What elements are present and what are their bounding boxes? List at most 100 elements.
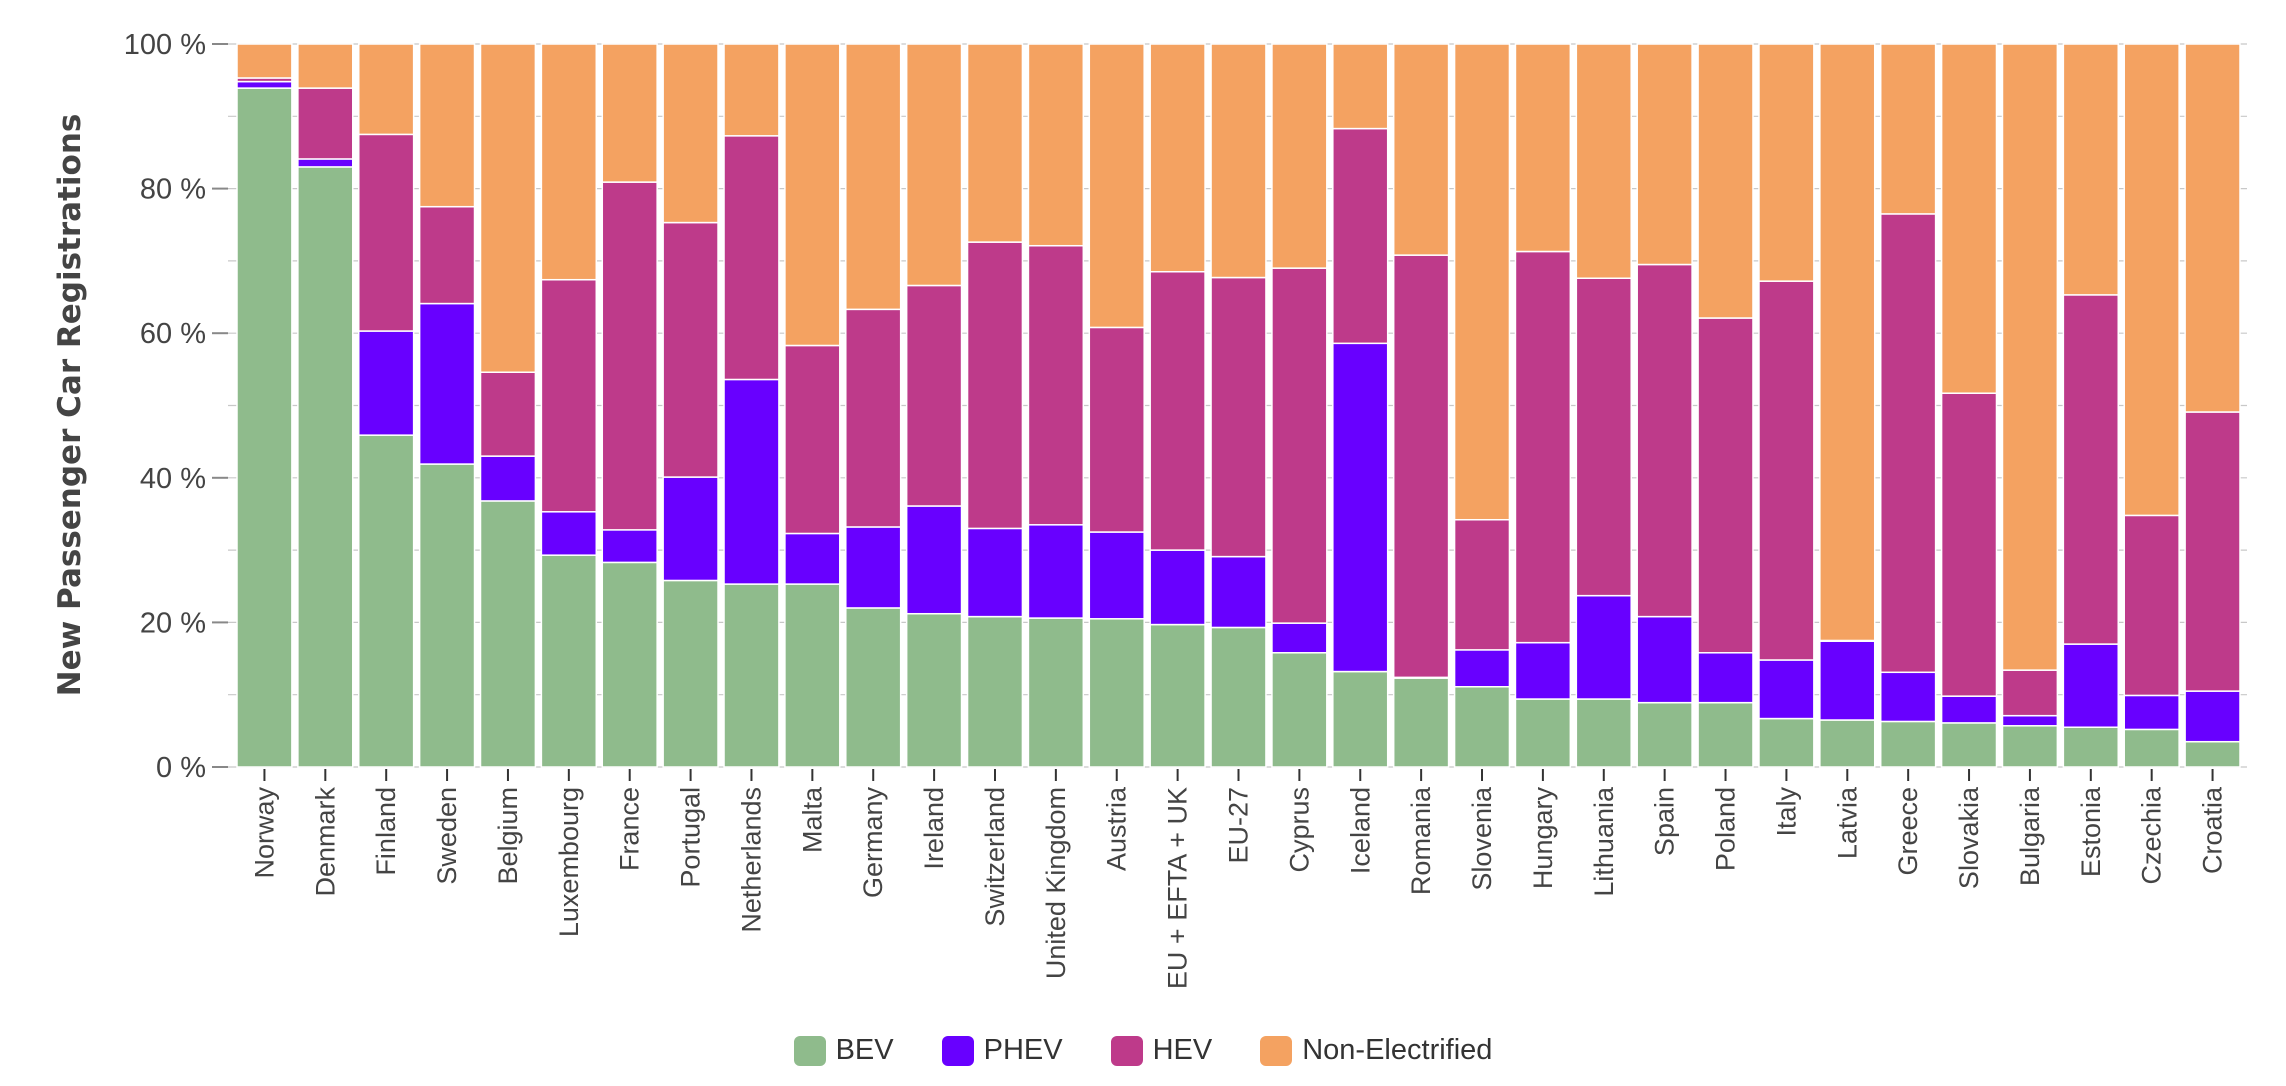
bar-segment-hev[interactable] [540, 278, 598, 513]
bar-segment-hev[interactable] [723, 135, 780, 381]
bar-segment-bev[interactable] [1697, 701, 1754, 768]
bar-segment-phev[interactable] [845, 526, 902, 609]
bar-segment-hev[interactable] [1332, 127, 1389, 345]
bar-segment-bev[interactable] [1392, 677, 1450, 768]
bar-segment-bev[interactable] [784, 583, 841, 768]
legend-item-non-electrified[interactable]: Non-Electrified [1260, 1034, 1492, 1067]
bar-segment-non-electrified[interactable] [1332, 43, 1389, 130]
bar-segment-hev[interactable] [966, 241, 1024, 530]
bar-segment-bev[interactable] [236, 87, 293, 768]
bar-segment-phev[interactable] [418, 302, 476, 465]
bar-segment-phev[interactable] [1271, 622, 1328, 654]
bar-segment-bev[interactable] [479, 500, 537, 768]
bar-segment-hev[interactable] [1392, 254, 1450, 679]
bar-segment-hev[interactable] [1271, 267, 1328, 624]
bar-segment-phev[interactable] [1149, 549, 1206, 626]
bar-segment-non-electrified[interactable] [1636, 43, 1693, 266]
bar-segment-hev[interactable] [297, 87, 354, 160]
bar-segment-phev[interactable] [358, 330, 415, 436]
bar-segment-non-electrified[interactable] [601, 43, 658, 183]
bar-segment-phev[interactable] [1940, 695, 1998, 724]
bar-segment-phev[interactable] [479, 455, 537, 502]
bar-segment-phev[interactable] [662, 476, 719, 582]
bar-segment-hev[interactable] [1149, 270, 1206, 551]
bar-segment-hev[interactable] [1514, 250, 1572, 644]
bar-segment-non-electrified[interactable] [1514, 43, 1572, 253]
bar-segment-phev[interactable] [905, 505, 963, 615]
bar-segment-hev[interactable] [1210, 276, 1267, 558]
bar-segment-non-electrified[interactable] [358, 43, 415, 136]
bar-segment-non-electrified[interactable] [1879, 43, 1937, 215]
bar-segment-bev[interactable] [1149, 623, 1206, 768]
bar-segment-non-electrified[interactable] [1575, 43, 1632, 280]
bar-segment-phev[interactable] [236, 80, 293, 89]
bar-segment-hev[interactable] [1940, 392, 1998, 697]
bar-segment-non-electrified[interactable] [1697, 43, 1754, 319]
bar-segment-bev[interactable] [1210, 626, 1267, 768]
bar-segment-bev[interactable] [1879, 720, 1937, 768]
bar-segment-bev[interactable] [297, 166, 354, 768]
bar-segment-phev[interactable] [601, 529, 658, 564]
bar-segment-bev[interactable] [1636, 701, 1693, 768]
bar-segment-non-electrified[interactable] [2184, 43, 2241, 413]
bar-segment-hev[interactable] [784, 344, 841, 535]
bar-segment-phev[interactable] [2184, 690, 2241, 743]
bar-segment-non-electrified[interactable] [1027, 43, 1085, 247]
bar-segment-bev[interactable] [723, 583, 780, 768]
bar-segment-bev[interactable] [845, 607, 902, 768]
bar-segment-non-electrified[interactable] [1940, 43, 1998, 394]
bar-segment-phev[interactable] [1514, 641, 1572, 700]
bar-segment-phev[interactable] [1210, 555, 1267, 629]
bar-segment-hev[interactable] [662, 221, 719, 478]
bar-segment-hev[interactable] [418, 205, 476, 305]
bar-segment-hev[interactable] [1027, 244, 1085, 526]
bar-segment-bev[interactable] [1940, 722, 1998, 768]
bar-segment-non-electrified[interactable] [784, 43, 841, 347]
bar-segment-hev[interactable] [2001, 669, 2059, 717]
bar-segment-bev[interactable] [540, 554, 598, 768]
bar-segment-non-electrified[interactable] [418, 43, 476, 208]
bar-segment-phev[interactable] [1697, 652, 1754, 704]
bar-segment-bev[interactable] [2123, 728, 2180, 768]
bar-segment-non-electrified[interactable] [905, 43, 963, 287]
bar-segment-bev[interactable] [418, 463, 476, 768]
bar-segment-bev[interactable] [601, 561, 658, 768]
bar-segment-phev[interactable] [2062, 643, 2119, 728]
bar-segment-hev[interactable] [2123, 514, 2180, 697]
bar-segment-non-electrified[interactable] [1210, 43, 1267, 279]
bar-segment-non-electrified[interactable] [845, 43, 902, 311]
bar-segment-non-electrified[interactable] [236, 43, 293, 79]
bar-segment-phev[interactable] [540, 511, 598, 556]
bar-segment-bev[interactable] [2062, 726, 2119, 768]
bar-segment-phev[interactable] [297, 158, 354, 168]
bar-segment-hev[interactable] [845, 308, 902, 528]
bar-segment-hev[interactable] [601, 181, 658, 531]
bar-segment-phev[interactable] [1453, 649, 1511, 688]
bar-segment-phev[interactable] [966, 527, 1024, 618]
bar-segment-bev[interactable] [966, 615, 1024, 768]
bar-segment-hev[interactable] [479, 371, 537, 457]
bar-segment-phev[interactable] [1879, 671, 1937, 723]
legend-item-phev[interactable]: PHEV [941, 1034, 1063, 1067]
bar-segment-non-electrified[interactable] [662, 43, 719, 224]
bar-segment-non-electrified[interactable] [1453, 43, 1511, 521]
bar-segment-phev[interactable] [1088, 531, 1145, 620]
bar-segment-bev[interactable] [2184, 740, 2241, 768]
bar-segment-hev[interactable] [1758, 280, 1815, 661]
bar-segment-hev[interactable] [1575, 277, 1632, 597]
bar-segment-phev[interactable] [1636, 615, 1693, 704]
bar-segment-bev[interactable] [1027, 617, 1085, 768]
bar-segment-bev[interactable] [1453, 685, 1511, 768]
bar-segment-non-electrified[interactable] [540, 43, 598, 281]
bar-segment-bev[interactable] [358, 434, 415, 768]
bar-segment-hev[interactable] [1636, 263, 1693, 618]
bar-segment-phev[interactable] [2123, 694, 2180, 731]
bar-segment-bev[interactable] [1088, 618, 1145, 768]
bar-segment-non-electrified[interactable] [1271, 43, 1328, 269]
bar-segment-phev[interactable] [723, 378, 780, 585]
bar-segment-bev[interactable] [2001, 725, 2059, 768]
bar-segment-hev[interactable] [358, 133, 415, 332]
bar-segment-hev[interactable] [1088, 326, 1145, 533]
bar-segment-non-electrified[interactable] [1149, 43, 1206, 273]
bar-segment-phev[interactable] [1575, 594, 1632, 700]
